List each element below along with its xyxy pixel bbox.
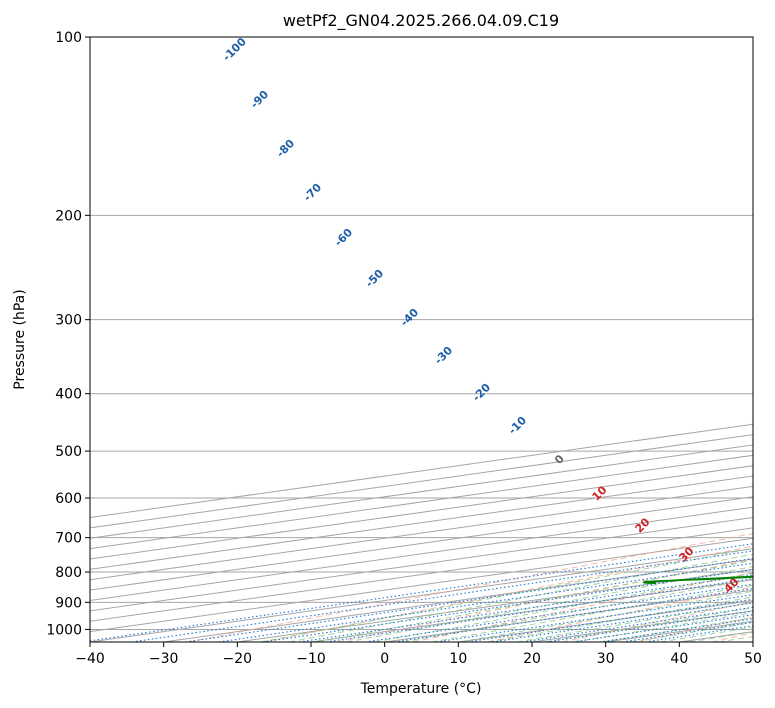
x-tick-label: −20 — [223, 651, 253, 667]
y-tick-label: 500 — [55, 444, 82, 460]
y-tick-label: 800 — [55, 565, 82, 581]
moist-adiabat — [660, 626, 753, 642]
isotherm — [90, 485, 753, 581]
mixing-ratio-line — [218, 562, 753, 642]
x-tick-label: 40 — [670, 651, 688, 667]
isotherm-label: -10 — [506, 414, 529, 437]
isotherm-label: -30 — [432, 344, 455, 367]
y-tick-label: 900 — [55, 595, 82, 611]
x-tick-label: 0 — [380, 651, 389, 667]
moist-adiabat — [374, 572, 753, 642]
plot-frame — [89, 36, 754, 643]
moist-adiabat — [573, 612, 753, 642]
y-tick-label: 400 — [55, 387, 82, 403]
y-tick-label: 1000 — [46, 622, 82, 638]
x-tick-label: 20 — [523, 651, 541, 667]
isotherm — [237, 568, 753, 642]
dewpoint-profile-line — [643, 575, 753, 584]
isotherm — [90, 517, 753, 612]
isotherm — [90, 454, 753, 550]
mixing-ratio-line — [185, 557, 753, 642]
dry-adiabat — [338, 558, 753, 642]
x-axis-label: Temperature (°C) — [360, 681, 482, 697]
x-tick-label: 10 — [449, 651, 467, 667]
isotherm-label: -40 — [398, 306, 421, 329]
ticks-layer: −40 −30 −20 −10 0 10 20 30 40 50 100 200 300 400 500 60… — [46, 30, 762, 667]
grid-layer — [90, 37, 753, 642]
y-tick-label: 700 — [55, 531, 82, 547]
dry-adiabat — [562, 601, 753, 642]
isotherm-label: -100 — [220, 35, 249, 64]
dry-adiabat — [263, 545, 753, 642]
isotherm — [90, 496, 753, 591]
x-tick-label: 30 — [597, 651, 615, 667]
isotherm-label: -80 — [274, 137, 297, 160]
y-axis-label: Pressure (hPa) — [12, 289, 28, 389]
y-tick-label: 600 — [55, 491, 82, 507]
mixing-ratio-line — [299, 574, 753, 642]
isotherm-label: -90 — [248, 88, 271, 111]
x-tick-label: −30 — [149, 651, 179, 667]
isotherm-label: -70 — [301, 181, 324, 204]
moist-adiabat — [317, 559, 753, 642]
x-tick-label: −10 — [296, 651, 326, 667]
isotherm-label: 0 — [552, 452, 567, 467]
isotherm — [90, 506, 753, 602]
mixing-ratio-line — [572, 614, 753, 642]
moist-adiabat — [487, 596, 753, 642]
isotherm — [90, 548, 753, 642]
y-tick-label: 100 — [55, 30, 82, 46]
moist-adiabat — [431, 584, 753, 642]
moist-adiabat — [346, 566, 753, 642]
isotherm-label: -50 — [363, 267, 386, 290]
data-layer: 0.10.20.40.611.52346810131620253036-100-… — [220, 35, 753, 596]
y-tick-label: 200 — [55, 208, 82, 224]
mixing-ratio-line — [90, 543, 753, 642]
chart-title: wetPf2_GN04.2025.266.04.09.C19 — [283, 11, 559, 31]
y-tick-label: 300 — [55, 313, 82, 329]
isotherm — [90, 475, 753, 570]
mixing-ratio-line — [262, 568, 753, 642]
moist-adiabat — [260, 547, 753, 642]
moist-adiabat — [289, 553, 753, 642]
x-tick-label: 50 — [744, 651, 762, 667]
isotherm-label: -20 — [470, 381, 493, 404]
isotherm-label: -60 — [332, 226, 355, 249]
mixing-ratio-line — [365, 583, 753, 642]
dry-adiabat — [412, 572, 753, 642]
isotherm — [90, 527, 753, 622]
isotherm — [531, 610, 753, 642]
dry-adiabat — [711, 632, 753, 642]
isotherm — [90, 465, 753, 560]
x-tick-label: −40 — [75, 651, 105, 667]
mixing-ratio-line — [326, 578, 753, 642]
isotherm — [310, 579, 753, 642]
isotherm — [752, 641, 753, 642]
isotherm — [90, 537, 753, 633]
